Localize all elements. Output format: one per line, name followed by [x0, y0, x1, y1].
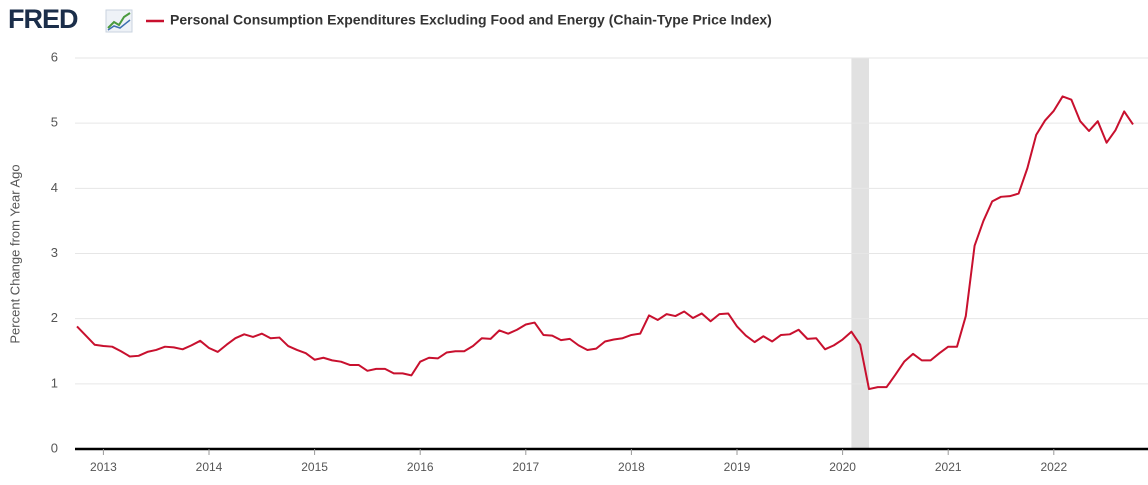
x-tick-label: 2015 [301, 460, 328, 474]
x-tick-label: 2017 [512, 460, 539, 474]
x-tick-label: 2021 [935, 460, 962, 474]
y-axis-label: Percent Change from Year Ago [7, 164, 22, 343]
x-tick-label: 2019 [724, 460, 751, 474]
logo: FRED [8, 4, 78, 34]
x-tick-label: 2020 [829, 460, 856, 474]
x-tick-label: 2016 [407, 460, 434, 474]
x-tick-label: 2013 [90, 460, 117, 474]
legend-label: Personal Consumption Expenditures Exclud… [170, 12, 772, 28]
y-tick-label: 3 [51, 245, 58, 260]
x-tick-label: 2022 [1040, 460, 1067, 474]
y-tick-label: 0 [51, 440, 58, 455]
x-tick-label: 2014 [196, 460, 223, 474]
series-line [76, 95, 1134, 391]
y-tick-label: 4 [51, 180, 58, 195]
y-tick-label: 6 [51, 49, 58, 64]
y-tick-label: 2 [51, 310, 58, 325]
y-tick-label: 1 [51, 375, 58, 390]
logo-icon [105, 9, 133, 33]
x-tick-label: 2018 [618, 460, 645, 474]
y-tick-label: 5 [51, 115, 58, 130]
